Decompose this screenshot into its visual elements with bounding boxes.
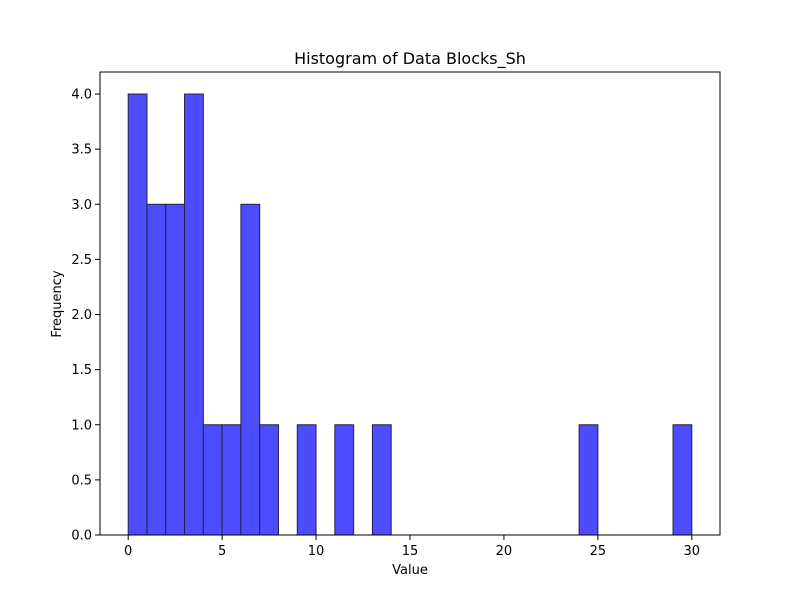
y-tick-label: 3.0 [71,198,92,213]
x-axis-ticks: 0 5 10 15 20 25 30 [124,535,700,559]
y-tick-label: 2.5 [71,253,92,268]
y-axis-ticks: 0.0 0.5 1.0 1.5 2.0 2.5 3.0 3.5 4.0 [71,88,100,544]
y-tick-label: 1.5 [71,363,92,378]
histogram-bar-4 [202,424,223,536]
histogram-bar-3 [184,93,204,536]
histogram-bar-6 [240,203,261,536]
y-tick-label: 4.0 [71,88,92,103]
histogram-bar-13 [371,424,392,536]
x-axis-label: Value [392,563,428,578]
x-tick-label: 20 [496,544,513,559]
histogram-bar-5 [221,424,242,536]
x-tick-label: 5 [218,544,226,559]
histogram-bar-29 [672,424,693,536]
y-tick-label: 3.5 [71,143,92,158]
x-tick-label: 15 [402,544,419,559]
histogram-bar-2 [165,203,186,536]
chart-title: Histogram of Data Blocks_Sh [294,49,526,69]
histogram-bar-9 [296,424,317,536]
histogram-bar-11 [334,424,355,536]
histogram-bar-24 [578,424,599,536]
bars-group [127,93,693,536]
y-tick-label: 0.5 [71,473,92,488]
histogram-bar-0 [127,93,148,536]
y-tick-label: 0.0 [71,529,92,544]
x-tick-label: 25 [590,544,607,559]
x-tick-label: 30 [684,544,701,559]
y-tick-label: 2.0 [71,308,92,323]
y-tick-label: 1.0 [71,418,92,433]
x-tick-label: 10 [308,544,325,559]
histogram-bar-7 [259,424,279,536]
y-axis-label: Frequency [50,270,65,337]
x-tick-label: 0 [124,544,132,559]
histogram-bar-1 [146,203,167,536]
